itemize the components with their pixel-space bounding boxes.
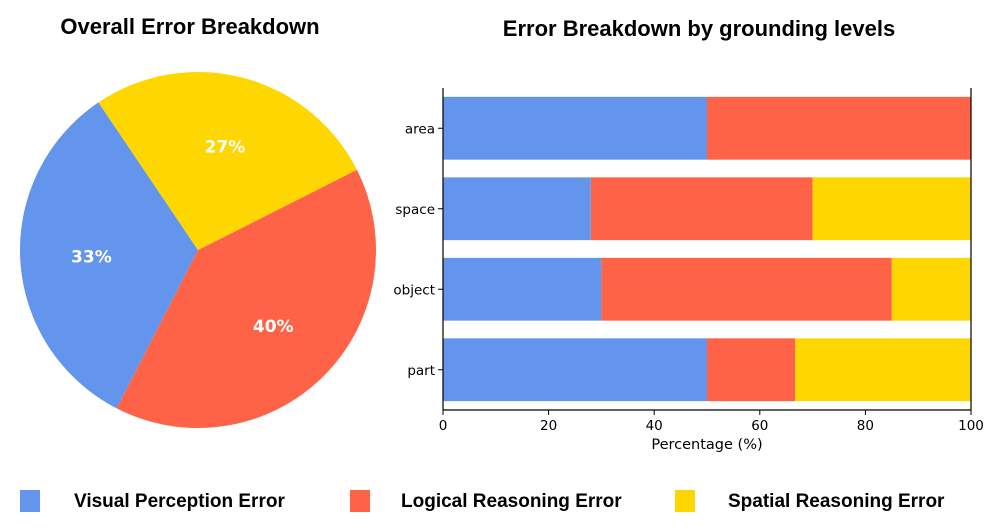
- bar-rects: [443, 96, 971, 402]
- pie-chart: Overall Error Breakdown 33% 40% 27%: [19, 14, 377, 428]
- x-tick-label: 20: [540, 418, 557, 434]
- y-tick-label-space: space: [395, 202, 435, 218]
- legend-label-logical-reasoning-error: Logical Reasoning Error: [401, 491, 622, 512]
- pie-value-label: 27%: [205, 138, 246, 158]
- pie-value-label: 40%: [253, 317, 294, 337]
- bar-space-logical-reasoning-error: [590, 177, 813, 241]
- pie-slice-logical-reasoning-error: [116, 169, 377, 428]
- pie-labels: 33% 40% 27%: [71, 138, 294, 337]
- pie-slices: [19, 71, 377, 428]
- x-tick-label: 80: [857, 418, 874, 434]
- x-tick-label: 100: [958, 418, 984, 434]
- legend-swatch-logical-reasoning-error: [350, 490, 370, 512]
- legend-label-visual-perception-error: Visual Perception Error: [74, 491, 285, 512]
- legend-label-spatial-reasoning-error: Spatial Reasoning Error: [728, 491, 945, 512]
- x-axis-label: Percentage (%): [651, 437, 762, 453]
- bar-axes: [442, 88, 972, 411]
- x-tick-label: 60: [751, 418, 768, 434]
- bar-space-spatial-reasoning-error: [812, 177, 971, 241]
- x-tick-label: 0: [439, 418, 448, 434]
- bar-object-logical-reasoning-error: [601, 257, 892, 321]
- bar-title: Error Breakdown by grounding levels: [503, 16, 895, 41]
- y-tick-label-object: object: [393, 282, 435, 298]
- x-tick-label: 40: [646, 418, 663, 434]
- bar-part-logical-reasoning-error: [707, 338, 796, 402]
- bar-part-visual-perception-error: [443, 338, 707, 402]
- bar-area-visual-perception-error: [443, 96, 707, 160]
- bar-area-logical-reasoning-error: [707, 96, 971, 160]
- bar-object-spatial-reasoning-error: [891, 257, 971, 321]
- legend-swatch-visual-perception-error: [20, 490, 40, 512]
- pie-title: Overall Error Breakdown: [60, 14, 319, 39]
- pie-slice-spatial-reasoning-error: [98, 71, 357, 251]
- y-tick-label-part: part: [407, 363, 435, 379]
- legend: Visual Perception Error Logical Reasoning…: [20, 490, 945, 512]
- bar-space-visual-perception-error: [443, 177, 591, 241]
- pie-value-label: 33%: [71, 247, 112, 267]
- x-axis-ticks: 0 20 40 60 80 100: [439, 410, 984, 434]
- bar-part-spatial-reasoning-error: [795, 338, 971, 402]
- pie-slice-visual-perception-error: [19, 102, 198, 409]
- y-axis-ticks: area space object part: [393, 121, 443, 379]
- bar-chart: Error Breakdown by grounding levels area…: [393, 16, 984, 453]
- bar-object-visual-perception-error: [443, 257, 602, 321]
- legend-swatch-spatial-reasoning-error: [675, 490, 695, 512]
- y-tick-label-area: area: [405, 121, 435, 137]
